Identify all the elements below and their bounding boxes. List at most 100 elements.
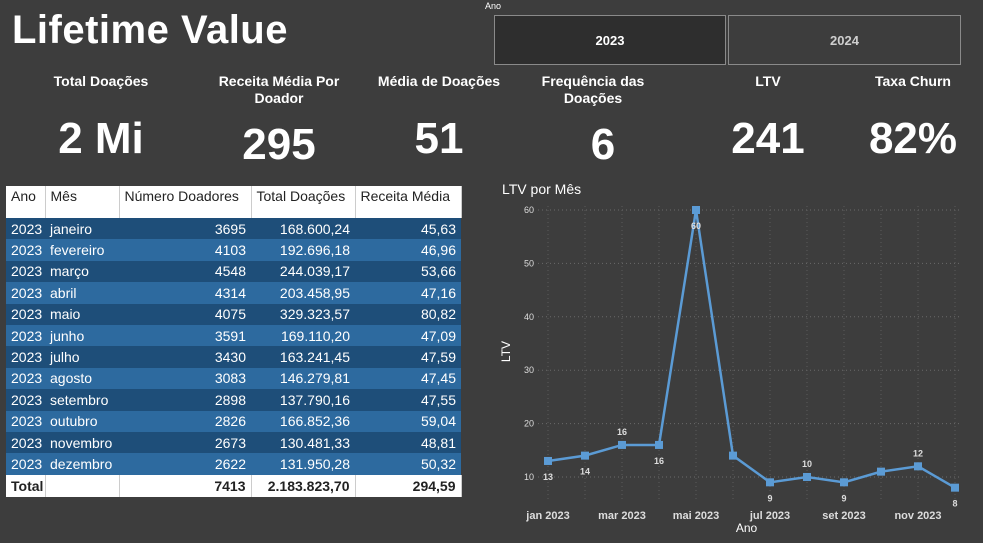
x-tick-label: mai 2023 <box>673 510 719 522</box>
data-point[interactable] <box>803 472 811 481</box>
x-axis-title: Ano <box>736 521 758 535</box>
kpi-taxa-churn-value: 82% <box>868 114 958 163</box>
row-ano: 2023 <box>6 367 45 390</box>
row-mes: janeiro <box>45 218 119 240</box>
ltv-line-chart: 10 20 30 40 50 60 jan 2023 mar 2023 mai 2023 jul … <box>500 205 960 535</box>
data-point[interactable] <box>692 206 700 214</box>
data-label: 9 <box>767 493 772 503</box>
kpi-total-doacoes-label: Total Doações <box>53 73 149 89</box>
table-row[interactable]: 2023 agosto 3083 146.279,81 47,45 <box>6 367 461 390</box>
row-total-doacoes: 130.481,33 <box>251 431 355 454</box>
row-numero-doadores: 4548 <box>119 260 251 283</box>
row-mes: setembro <box>45 389 119 411</box>
row-ano: 2023 <box>6 218 45 240</box>
row-total-doacoes: 168.600,24 <box>251 218 355 240</box>
page-title: Lifetime Value <box>12 8 288 52</box>
row-total-doacoes: 137.790,16 <box>251 389 355 411</box>
total-receita-media: 294,59 <box>355 474 462 497</box>
row-total-doacoes: 203.458,95 <box>251 282 355 304</box>
data-label: 8 <box>952 499 957 509</box>
row-numero-doadores: 2898 <box>119 389 251 411</box>
row-receita-media: 47,16 <box>355 282 461 304</box>
table-row[interactable]: 2023 fevereiro 4103 192.696,18 46,96 <box>6 239 461 261</box>
data-label: 16 <box>654 456 664 466</box>
ltv-table: Ano Mês Número Doadores Total Doações Re… <box>6 186 462 497</box>
row-total-doacoes: 163.241,45 <box>251 346 355 368</box>
row-receita-media: 47,59 <box>355 346 461 368</box>
data-label: 16 <box>617 427 627 437</box>
kpi-taxa-churn-label: Taxa Churn <box>875 73 951 89</box>
row-total-doacoes: 244.039,17 <box>251 260 355 283</box>
row-ano: 2023 <box>6 260 45 283</box>
row-mes: março <box>45 260 119 283</box>
kpi-total-doacoes-value: 2 Mi <box>58 114 144 163</box>
row-receita-media: 47,55 <box>355 389 461 411</box>
table-row[interactable]: 2023 junho 3591 169.110,20 47,09 <box>6 324 461 347</box>
row-total-doacoes: 146.279,81 <box>251 367 355 390</box>
row-total-doacoes: 169.110,20 <box>251 324 355 347</box>
data-point[interactable] <box>877 467 885 476</box>
row-mes: maio <box>45 303 119 325</box>
data-point[interactable] <box>951 483 959 492</box>
table-row[interactable]: 2023 março 4548 244.039,17 53,66 <box>6 260 461 283</box>
col-header-total-doacoes[interactable]: Total Doações <box>251 186 356 218</box>
row-ano: 2023 <box>6 389 45 411</box>
row-ano: 2023 <box>6 431 45 454</box>
row-total-doacoes: 131.950,28 <box>251 453 355 475</box>
row-numero-doadores: 2673 <box>119 431 251 454</box>
row-numero-doadores: 4075 <box>119 303 251 325</box>
col-header-receita-media[interactable]: Receita Média <box>355 186 462 218</box>
table-row[interactable]: 2023 outubro 2826 166.852,36 59,04 <box>6 410 461 432</box>
row-numero-doadores: 3591 <box>119 324 251 347</box>
kpi-frequencia-label: Frequência das Doações <box>541 73 645 106</box>
data-point[interactable] <box>766 478 774 487</box>
table-header-row: Ano Mês Número Doadores Total Doações Re… <box>6 186 462 218</box>
row-ano: 2023 <box>6 239 45 261</box>
row-numero-doadores: 2826 <box>119 410 251 432</box>
row-mes: fevereiro <box>45 239 119 261</box>
row-mes: julho <box>45 346 119 368</box>
col-header-mes[interactable]: Mês <box>45 186 120 218</box>
data-point[interactable] <box>655 440 663 449</box>
col-header-numero-doadores[interactable]: Número Doadores <box>119 186 252 218</box>
row-receita-media: 46,96 <box>355 239 461 261</box>
table-row[interactable]: 2023 dezembro 2622 131.950,28 50,32 <box>6 453 461 475</box>
kpi-frequencia-value: 6 <box>590 120 616 169</box>
data-label: 9 <box>841 493 846 503</box>
row-total-doacoes: 192.696,18 <box>251 239 355 261</box>
y-tick-label: 30 <box>524 365 534 375</box>
y-tick-label: 40 <box>524 312 534 322</box>
data-label: 14 <box>580 467 590 477</box>
row-receita-media: 80,82 <box>355 303 461 325</box>
row-numero-doadores: 4314 <box>119 282 251 304</box>
table-row[interactable]: 2023 janeiro 3695 168.600,24 45,63 <box>6 218 461 240</box>
x-tick-label: jul 2023 <box>749 510 790 522</box>
data-label: 10 <box>802 459 812 469</box>
data-point[interactable] <box>581 451 589 460</box>
table-row[interactable]: 2023 setembro 2898 137.790,16 47,55 <box>6 389 461 411</box>
row-receita-media: 47,09 <box>355 324 461 347</box>
table-row[interactable]: 2023 novembro 2673 130.481,33 48,81 <box>6 431 461 454</box>
year-option-2023[interactable]: 2023 <box>494 15 726 65</box>
data-point[interactable] <box>840 478 848 487</box>
chart-title: LTV por Mês <box>502 181 582 197</box>
kpi-media-doacoes-value: 51 <box>414 114 464 163</box>
year-option-2024[interactable]: 2024 <box>728 15 961 65</box>
table-row[interactable]: 2023 maio 4075 329.323,57 80,82 <box>6 303 461 325</box>
data-point[interactable] <box>729 451 737 460</box>
data-point[interactable] <box>544 456 552 465</box>
y-tick-label: 60 <box>524 205 534 215</box>
row-ano: 2023 <box>6 346 45 368</box>
data-point[interactable] <box>618 440 626 449</box>
row-mes: novembro <box>45 431 119 454</box>
row-receita-media: 48,81 <box>355 431 461 454</box>
row-numero-doadores: 3430 <box>119 346 251 368</box>
row-numero-doadores: 2622 <box>119 453 251 475</box>
table-row[interactable]: 2023 julho 3430 163.241,45 47,59 <box>6 346 461 368</box>
row-total-doacoes: 329.323,57 <box>251 303 355 325</box>
data-point[interactable] <box>914 462 922 471</box>
row-total-doacoes: 166.852,36 <box>251 410 355 432</box>
table-row[interactable]: 2023 abril 4314 203.458,95 47,16 <box>6 282 461 304</box>
total-label: Total <box>6 474 46 497</box>
col-header-ano[interactable]: Ano <box>6 186 46 218</box>
